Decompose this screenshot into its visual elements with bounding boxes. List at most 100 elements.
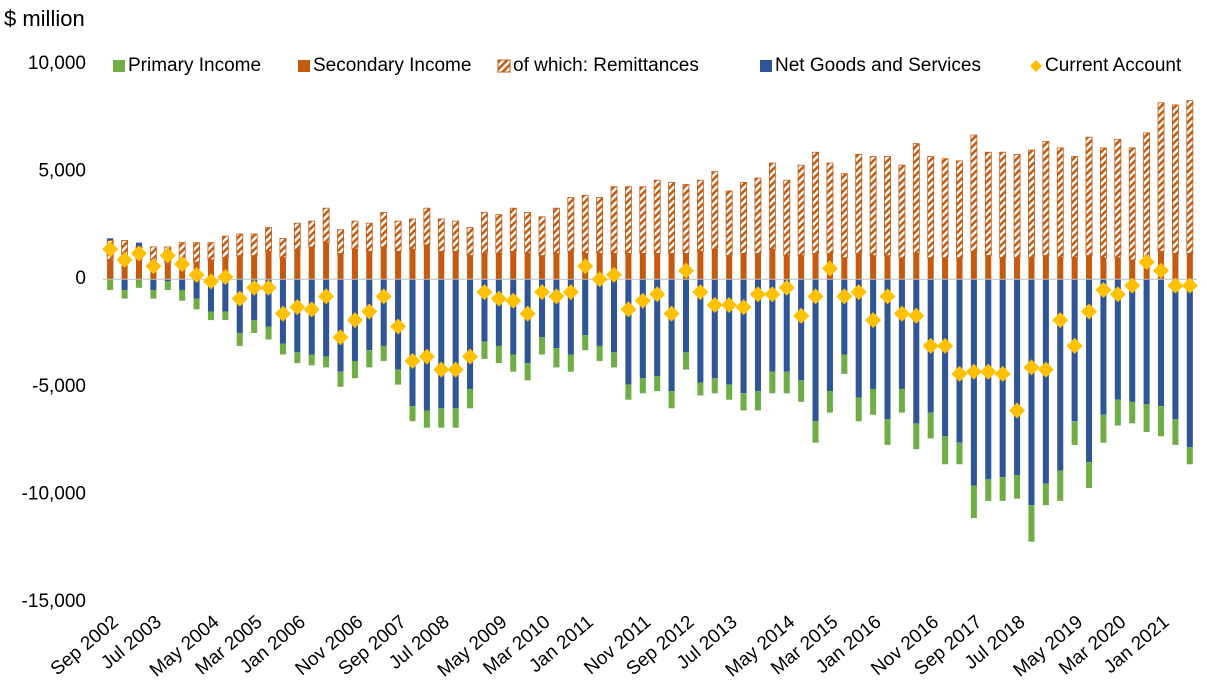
bar-segment (1100, 414, 1107, 443)
bar-segment (1157, 102, 1165, 252)
bar-segment (323, 242, 330, 280)
bar-segment (754, 279, 761, 392)
bar-segment (121, 279, 128, 290)
bar-segment (884, 419, 891, 445)
legend-swatch (1030, 60, 1042, 72)
bar-segment (711, 279, 718, 379)
bar-segment (625, 384, 632, 400)
bar-segment (826, 391, 833, 413)
bar-segment (970, 134, 978, 252)
y-tick-label: -5,000 (32, 376, 86, 397)
bar-segment (625, 279, 632, 385)
bar-segment (294, 279, 301, 353)
bar-segment (308, 246, 315, 280)
bar-segment (279, 257, 286, 280)
bar-segment (697, 382, 704, 396)
bar-segment (999, 477, 1006, 501)
bar-segment (1014, 279, 1021, 476)
bar-segment (582, 335, 589, 351)
bar-segment (1086, 462, 1093, 488)
bar-segment (942, 257, 949, 280)
bar-segment (581, 194, 589, 254)
marker (1109, 286, 1126, 303)
bar-segment (711, 171, 719, 250)
bar-segment (1172, 419, 1179, 445)
bar-segment (366, 350, 373, 368)
bar-segment (970, 279, 977, 486)
bar-segment (221, 235, 229, 259)
bar-segment (1100, 279, 1107, 415)
bar-segment (1042, 279, 1049, 484)
bar-segment (1028, 505, 1035, 542)
legend-label: Net Goods and Services (775, 55, 981, 76)
marker (922, 337, 939, 354)
marker (706, 297, 723, 314)
y-tick-label: -10,000 (22, 483, 86, 504)
bar-segment (250, 233, 258, 256)
bar-segment (380, 279, 387, 346)
bar-segment (639, 253, 646, 280)
bar-segment (841, 257, 848, 280)
bar-segment (1086, 255, 1093, 280)
bar-segment (668, 391, 675, 409)
bar-segment (294, 249, 301, 280)
bar-segment (841, 279, 848, 355)
marker (447, 361, 464, 378)
marker (318, 288, 335, 305)
bar-segment (1128, 147, 1136, 261)
marker (735, 299, 752, 316)
bar-segment (222, 311, 229, 321)
bar-segment (1057, 279, 1064, 471)
marker (764, 286, 781, 303)
bar-segment (495, 214, 503, 254)
marker (303, 301, 320, 318)
marker (231, 290, 248, 307)
y-tick-label: 10,000 (28, 53, 86, 74)
bar-segment (149, 246, 157, 261)
bar-segment (222, 279, 229, 312)
bar-segment (797, 164, 805, 256)
bar-segment (668, 253, 675, 280)
bar-segment (942, 279, 949, 437)
bar-segment (1143, 279, 1150, 405)
marker (332, 329, 349, 346)
marker (145, 258, 162, 275)
bar-segment (452, 220, 460, 252)
bar-segment (294, 352, 301, 364)
bar-segment (1114, 138, 1122, 259)
bar-segment (654, 279, 661, 377)
bar-segment (783, 279, 790, 372)
marker (202, 273, 219, 290)
bar-segment (697, 279, 704, 383)
marker (188, 266, 205, 283)
legend-label: Primary Income (128, 55, 261, 76)
bar-segment (1042, 255, 1049, 280)
marker (102, 241, 119, 258)
marker (620, 301, 637, 318)
bar-segment (682, 184, 690, 254)
bar-segment (207, 259, 214, 280)
bar-segment (380, 212, 388, 248)
bar-segment (380, 345, 387, 361)
bar-segment (279, 237, 287, 259)
bar-segment (913, 423, 920, 450)
bar-segment (1157, 279, 1165, 407)
bar-segment (323, 279, 330, 357)
bar-segment (1042, 483, 1049, 506)
bar-segment (395, 369, 402, 385)
marker (591, 271, 608, 288)
bar-segment (423, 244, 430, 280)
bar-segment (855, 153, 863, 254)
bar-segment (452, 279, 459, 409)
bar-segment (150, 279, 157, 290)
marker (1009, 402, 1026, 419)
marker (663, 305, 680, 322)
marker (174, 256, 191, 273)
bar-segment (553, 207, 560, 254)
marker (476, 284, 493, 301)
bar-segment (625, 253, 632, 280)
legend-label: of which: Remittances (513, 55, 699, 76)
bar-segment (941, 158, 949, 259)
marker (850, 284, 867, 301)
marker (505, 292, 522, 309)
